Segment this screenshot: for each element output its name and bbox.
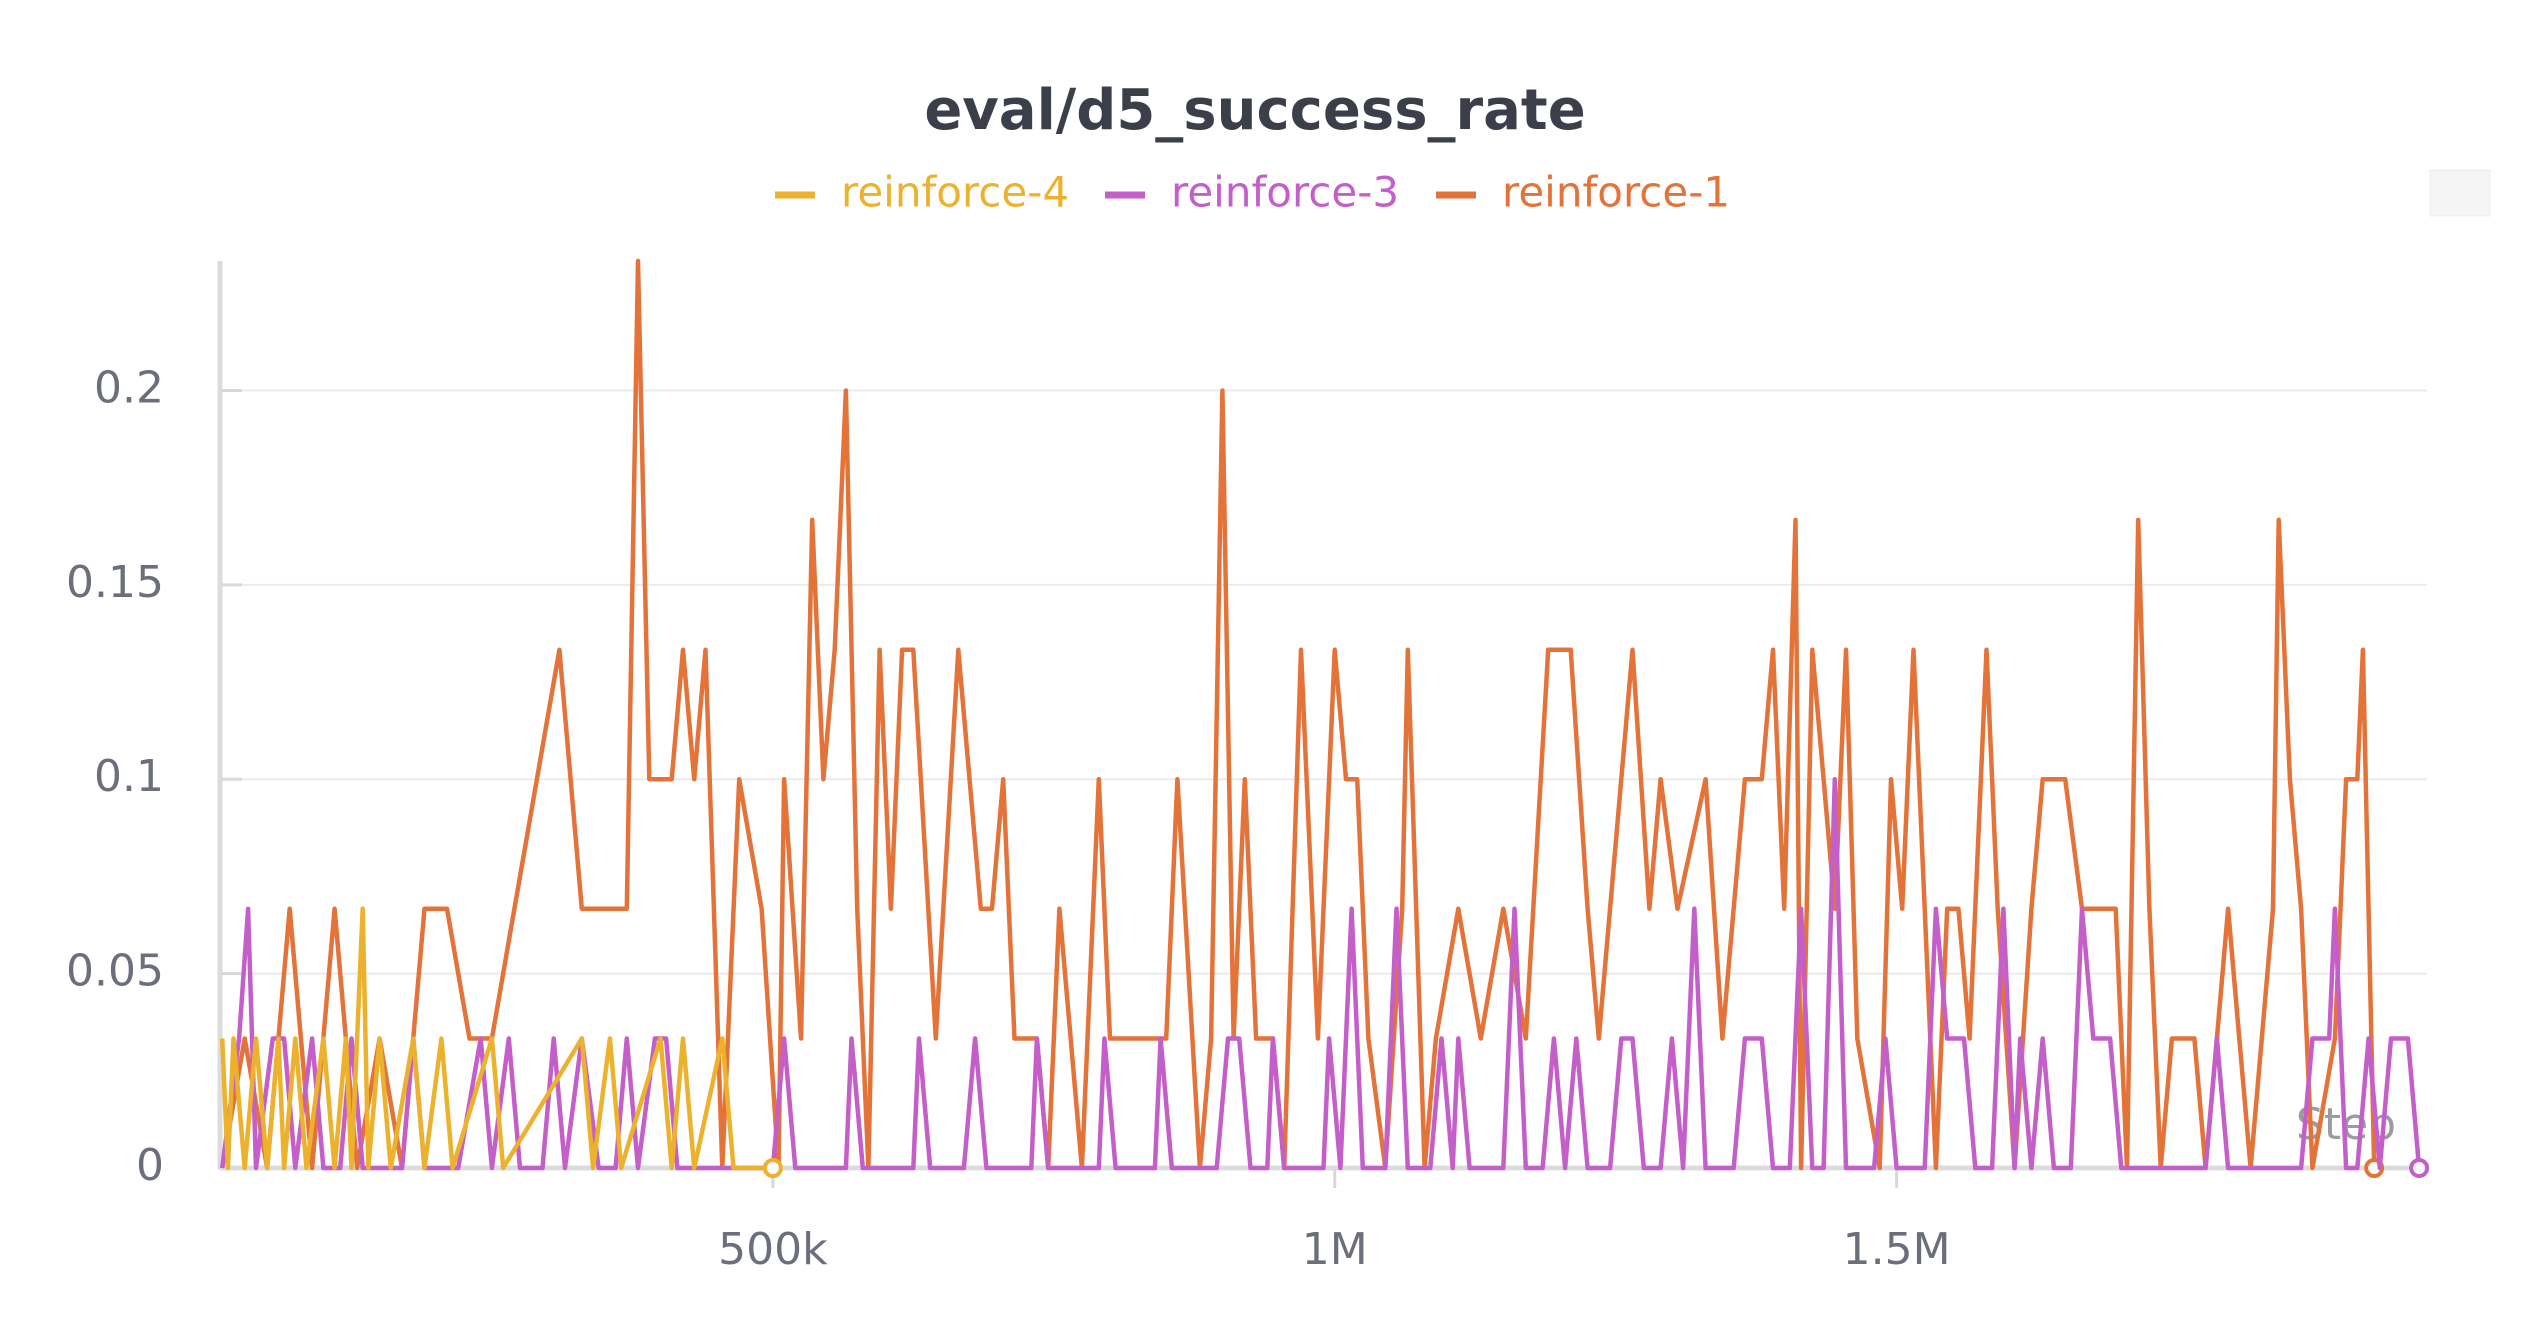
y-tick-label: 0 (136, 1140, 164, 1191)
legend-label: reinforce-3 (1171, 168, 1399, 217)
legend-label: reinforce-1 (1502, 168, 1730, 217)
legend-label: reinforce-4 (841, 168, 1069, 217)
series-end-point (762, 1158, 783, 1178)
x-tick-label: 1M (1302, 1224, 1368, 1275)
y-tick-label: 0.1 (94, 751, 164, 802)
series-line (219, 258, 2377, 1171)
panel-button[interactable] (2429, 169, 2491, 217)
series-line (219, 906, 773, 1171)
series-end-point (2409, 1158, 2430, 1178)
y-tick-label: 0.15 (66, 557, 164, 608)
chart-title: eval/d5_success_rate (924, 78, 1585, 143)
series-line (219, 776, 2422, 1171)
x-tick-label: 500k (718, 1224, 828, 1275)
y-tick-label: 0.05 (66, 946, 164, 997)
y-tick-label: 0.2 (94, 362, 164, 413)
x-tick-label: 1.5M (1843, 1224, 1951, 1275)
